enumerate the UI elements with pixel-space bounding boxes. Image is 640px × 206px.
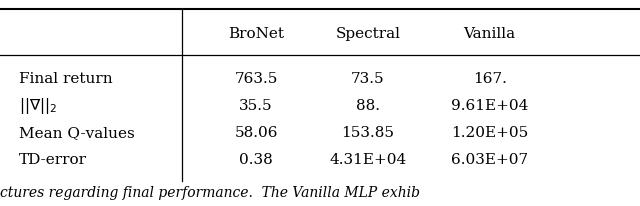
Text: 73.5: 73.5 xyxy=(351,72,385,86)
Text: Vanilla: Vanilla xyxy=(463,27,516,41)
Text: 6.03E+07: 6.03E+07 xyxy=(451,153,528,167)
Text: Final return: Final return xyxy=(19,72,113,86)
Text: 1.20E+05: 1.20E+05 xyxy=(451,126,528,140)
Text: Mean Q-values: Mean Q-values xyxy=(19,126,135,140)
Text: 35.5: 35.5 xyxy=(239,99,273,113)
Text: 4.31E+04: 4.31E+04 xyxy=(330,153,406,167)
Text: 763.5: 763.5 xyxy=(234,72,278,86)
Text: 58.06: 58.06 xyxy=(234,126,278,140)
Text: 0.38: 0.38 xyxy=(239,153,273,167)
Text: Spectral: Spectral xyxy=(335,27,401,41)
Text: 167.: 167. xyxy=(473,72,506,86)
Text: $||\nabla||_2$: $||\nabla||_2$ xyxy=(19,96,58,116)
Text: BroNet: BroNet xyxy=(228,27,284,41)
Text: 153.85: 153.85 xyxy=(342,126,394,140)
Text: 88.: 88. xyxy=(356,99,380,113)
Text: 9.61E+04: 9.61E+04 xyxy=(451,99,528,113)
Text: ctures regarding final performance.  The Vanilla MLP exhib: ctures regarding final performance. The … xyxy=(0,186,420,200)
Text: TD-error: TD-error xyxy=(19,153,87,167)
